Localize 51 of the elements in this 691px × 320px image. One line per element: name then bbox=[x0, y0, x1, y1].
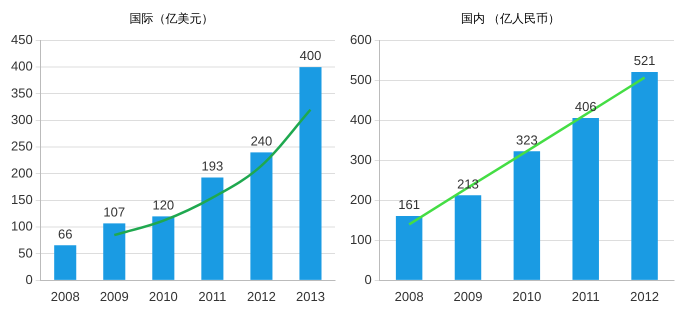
x-tick-label: 2011 bbox=[572, 288, 600, 304]
bar bbox=[299, 67, 322, 280]
data-label: 161 bbox=[398, 197, 420, 212]
y-tick-label: 50 bbox=[18, 245, 33, 260]
bar bbox=[201, 177, 224, 280]
y-tick-label: 400 bbox=[10, 58, 33, 74]
y-tick-label: 400 bbox=[350, 112, 372, 127]
bar bbox=[103, 223, 126, 280]
y-tick-label: 200 bbox=[350, 192, 372, 207]
bar bbox=[631, 72, 658, 280]
y-tick-label: 100 bbox=[350, 232, 372, 247]
y-tick-label: 100 bbox=[10, 218, 33, 234]
x-tick-label: 2010 bbox=[512, 288, 542, 304]
data-label: 240 bbox=[250, 133, 272, 148]
data-label: 193 bbox=[202, 158, 224, 174]
chart-title: 国内 （亿人民币） bbox=[460, 12, 560, 26]
y-tick-label: 500 bbox=[350, 72, 372, 87]
y-tick-label: 0 bbox=[364, 272, 372, 287]
x-tick-label: 2012 bbox=[246, 288, 276, 304]
y-tick-label: 150 bbox=[10, 192, 33, 207]
data-label: 406 bbox=[574, 99, 597, 114]
x-tick-label: 2010 bbox=[148, 288, 178, 304]
y-tick-label: 450 bbox=[10, 32, 33, 47]
x-tick-label: 2013 bbox=[296, 288, 325, 304]
y-tick-label: 0 bbox=[25, 272, 33, 287]
bar bbox=[152, 216, 174, 280]
x-tick-label: 2009 bbox=[454, 288, 482, 304]
x-tick-label: 2009 bbox=[100, 288, 129, 304]
data-label: 107 bbox=[103, 204, 126, 220]
data-label: 400 bbox=[300, 48, 322, 64]
y-tick-label: 350 bbox=[10, 85, 33, 100]
x-tick-label: 2008 bbox=[50, 288, 80, 304]
data-label: 521 bbox=[634, 53, 656, 68]
x-tick-label: 2012 bbox=[630, 288, 660, 304]
bar bbox=[572, 118, 599, 280]
bar bbox=[250, 152, 272, 280]
data-label: 66 bbox=[58, 226, 72, 242]
x-tick-label: 2011 bbox=[198, 288, 226, 304]
bar bbox=[454, 195, 482, 280]
bar bbox=[54, 245, 76, 280]
bar bbox=[514, 151, 540, 280]
y-tick-label: 300 bbox=[10, 112, 33, 127]
y-tick-label: 300 bbox=[350, 152, 372, 167]
y-tick-label: 600 bbox=[350, 32, 372, 47]
chart-title: 国际（亿美元） bbox=[130, 12, 214, 26]
x-tick-label: 2008 bbox=[394, 288, 424, 304]
data-label: 120 bbox=[152, 197, 174, 212]
data-label: 323 bbox=[516, 132, 538, 148]
bar bbox=[396, 216, 422, 280]
y-tick-label: 200 bbox=[10, 165, 33, 180]
y-tick-label: 250 bbox=[10, 138, 33, 154]
